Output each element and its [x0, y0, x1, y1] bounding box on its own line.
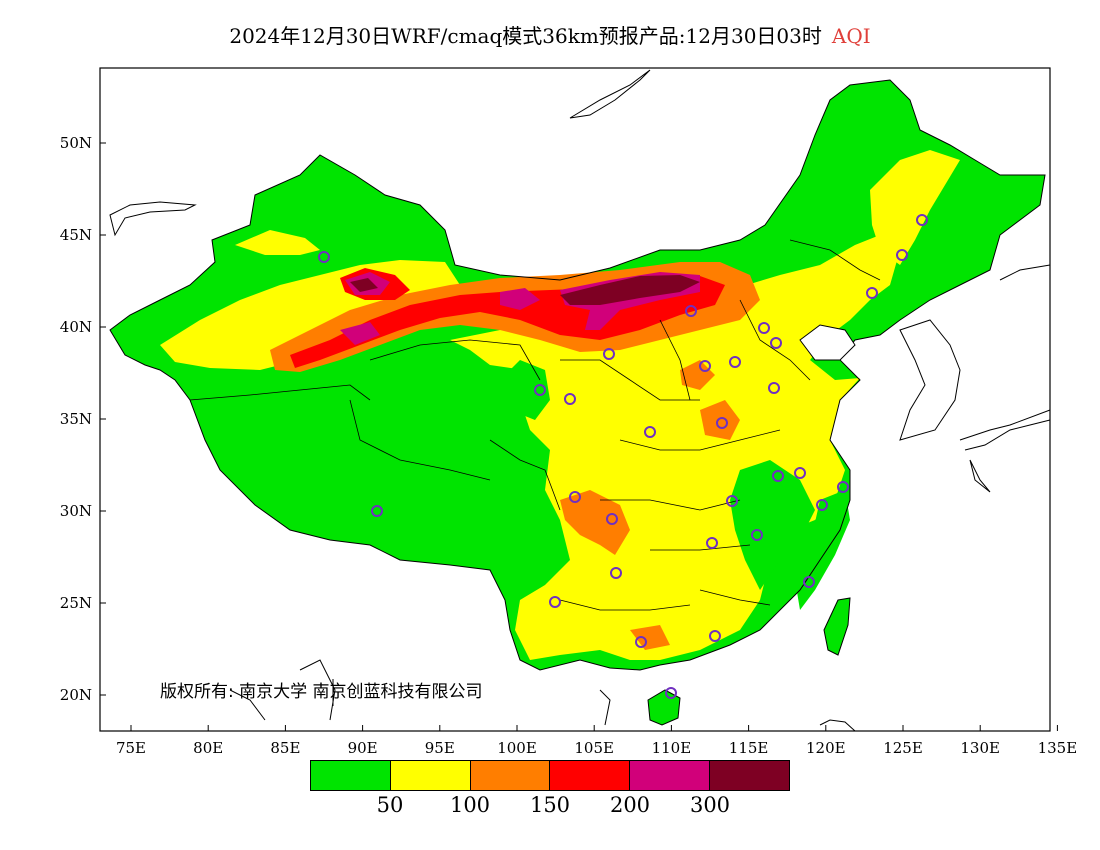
coastlines	[109, 69, 1051, 732]
x-tick-label: 90E	[348, 739, 378, 757]
legend-swatch	[710, 761, 789, 790]
region-usg-shanxi	[680, 360, 715, 390]
x-tick-label: 125E	[883, 739, 923, 757]
station-marker	[729, 356, 741, 368]
legend-swatch	[550, 761, 631, 790]
y-tick-label: 45N	[60, 226, 92, 244]
x-tick-label: 100E	[497, 739, 537, 757]
x-axis: 75E 80E 85E 90E 95E 100E 105E 110E 115E 120E 125E 1…	[116, 725, 1077, 757]
x-tick-label: 110E	[652, 739, 692, 757]
station-marker	[772, 470, 784, 482]
station-marker	[896, 249, 908, 261]
x-tick-label: 85E	[270, 739, 300, 757]
y-axis: 50N 45N 40N 35N 30N 25N 20N	[60, 134, 106, 704]
x-tick-label: 80E	[193, 739, 223, 757]
station-marker	[751, 529, 763, 541]
region-usg-guangdong	[630, 625, 670, 650]
region-moderate-northeast	[870, 150, 960, 265]
legend-label: 50	[376, 793, 404, 817]
station-marker	[794, 467, 806, 479]
y-tick-label: 20N	[60, 686, 92, 704]
region-good-east-2	[795, 490, 850, 610]
station-marker	[318, 251, 330, 263]
x-tick-label: 115E	[729, 739, 769, 757]
province-boundaries	[189, 239, 881, 611]
y-tick-label: 30N	[60, 502, 92, 520]
x-tick-label: 75E	[116, 739, 146, 757]
station-marker	[685, 305, 697, 317]
china-outline	[109, 79, 1046, 671]
monitoring-stations	[318, 214, 928, 699]
station-marker	[768, 382, 780, 394]
region-very-unhealthy-4	[340, 322, 380, 345]
x-tick-label: 105E	[574, 739, 614, 757]
station-marker	[699, 360, 711, 372]
region-moderate-north-strip	[235, 230, 320, 255]
aqi-color-legend	[310, 760, 790, 791]
station-marker	[610, 567, 622, 579]
station-marker	[534, 384, 546, 396]
station-marker	[569, 491, 581, 503]
copyright-text: 版权所有: 南京大学 南京创蓝科技有限公司	[160, 682, 483, 702]
legend-swatch	[390, 761, 471, 790]
x-tick-label: 135E	[1038, 739, 1078, 757]
station-marker	[758, 322, 770, 334]
map-title: 2024年12月30日WRF/cmaq模式36km预报产品:12月30日03时 A…	[0, 20, 1100, 49]
station-marker	[770, 337, 782, 349]
title-variable: AQI	[831, 24, 871, 48]
station-marker	[665, 687, 677, 699]
station-marker	[916, 214, 928, 226]
region-usg-henan	[700, 400, 740, 440]
station-marker	[644, 426, 656, 438]
legend-swatch	[470, 761, 551, 790]
station-marker	[603, 348, 615, 360]
region-usg-sichuan	[560, 490, 630, 555]
station-marker	[816, 499, 828, 511]
station-marker	[564, 393, 576, 405]
legend-swatch	[630, 761, 711, 790]
x-tick-label: 130E	[960, 739, 1000, 757]
y-tick-label: 25N	[60, 594, 92, 612]
legend-label: 100	[449, 793, 491, 817]
station-marker	[726, 495, 738, 507]
station-marker	[635, 636, 647, 648]
station-marker	[606, 513, 618, 525]
x-tick-label: 95E	[425, 739, 455, 757]
station-marker	[709, 630, 721, 642]
legend-swatch	[311, 761, 391, 790]
station-marker	[706, 537, 718, 549]
taiwan-island	[823, 597, 851, 656]
legend-label: 200	[609, 793, 651, 817]
region-good-east-1	[730, 460, 815, 590]
station-marker	[549, 596, 561, 608]
station-marker	[371, 505, 383, 517]
station-marker	[837, 481, 849, 493]
x-tick-label: 120E	[806, 739, 846, 757]
region-very-unhealthy-2	[500, 288, 540, 310]
station-marker	[803, 576, 815, 588]
y-tick-label: 35N	[60, 410, 92, 428]
station-marker	[866, 287, 878, 299]
y-tick-label: 40N	[60, 318, 92, 336]
bohai-sea	[799, 324, 856, 361]
map-frame	[99, 67, 1051, 732]
station-marker	[716, 417, 728, 429]
region-hazardous-2	[350, 278, 378, 292]
title-main: 2024年12月30日WRF/cmaq模式36km预报产品:12月30日03时	[229, 24, 822, 48]
y-tick-label: 50N	[60, 134, 92, 152]
legend-label: 150	[529, 793, 571, 817]
region-hazardous-1	[560, 275, 700, 305]
legend-label: 300	[689, 793, 731, 817]
